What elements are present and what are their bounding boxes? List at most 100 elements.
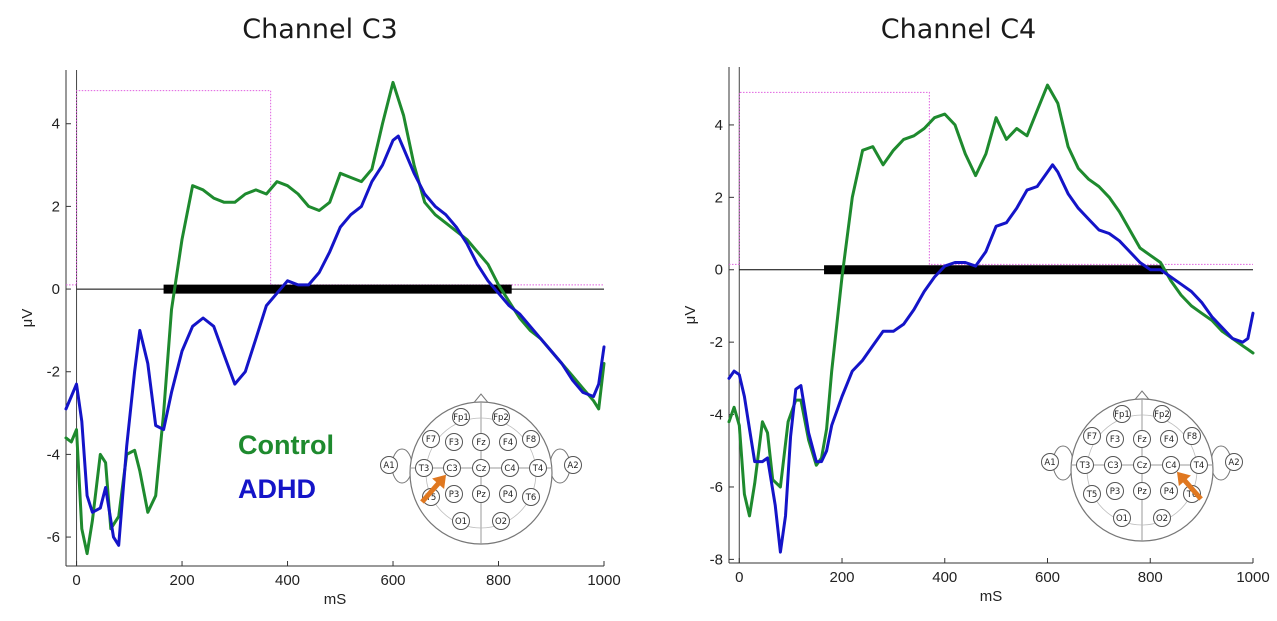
electrode-label: F4 [503, 438, 513, 448]
highlight-arrow-head [432, 474, 447, 490]
electrode-fp2 [1153, 405, 1171, 423]
electrode-p4 [1160, 482, 1178, 500]
electrode-label: Cz [476, 464, 487, 474]
electrode-label: F3 [449, 438, 459, 448]
electrode-label: C4 [504, 464, 515, 474]
electrode-label: O1 [1116, 514, 1128, 524]
y-tick-label: -2 [710, 334, 723, 351]
electrode-c3 [443, 459, 461, 477]
electrode-label: T5 [1086, 490, 1098, 500]
y-tick-label: -4 [710, 407, 723, 424]
electrode-f7 [422, 430, 440, 448]
electrode-f8 [522, 430, 540, 448]
electrode-t6 [522, 488, 540, 506]
electrode-label: C3 [446, 464, 457, 474]
electrode-t3 [1076, 456, 1094, 474]
electrode-cz [1133, 456, 1151, 474]
electrode-label: F8 [526, 435, 536, 445]
electrode-label: Fz [1137, 435, 1147, 445]
electrode-label: Fp1 [1114, 410, 1130, 420]
x-tick-label: 200 [170, 572, 195, 589]
electrode-label: O1 [455, 517, 467, 527]
electrode-label: A1 [383, 461, 394, 471]
electrode-label: Fp1 [453, 413, 469, 423]
electrode-label: Cz [1137, 461, 1148, 471]
electrode-label: Fp2 [1154, 410, 1170, 420]
x-tick-label: 200 [830, 569, 855, 586]
electrode-fz [472, 433, 490, 451]
x-axis-label: mS [980, 588, 1003, 605]
x-axis-label: mS [324, 591, 347, 608]
electrode-head-diagram: Fp1 Fp2 F7 F3 Fz F4 F8 A1 T3 C3 Cz C4 T4 A2 T5 P3 Pz P4 T6… [1041, 390, 1243, 542]
electrode-f3 [1106, 430, 1124, 448]
electrode-p4 [499, 485, 517, 503]
electrode-o1 [1113, 509, 1131, 527]
electrode-label: P4 [1164, 487, 1175, 497]
electrode-label: T6 [1186, 490, 1198, 500]
electrode-p3 [445, 485, 463, 503]
chart-panel-c4: Channel C4 0 200 400 600 800 1000 -8 -6 -4 -2 0 2 4 m… [640, 0, 1277, 621]
electrode-label: A2 [1228, 458, 1239, 468]
x-tick-label: 800 [486, 572, 511, 589]
electrode-label: Fp2 [493, 413, 509, 423]
electrode-c4 [1162, 456, 1180, 474]
electrode-label: Fz [476, 438, 486, 448]
electrode-o1 [452, 512, 470, 530]
y-tick-label: 2 [52, 198, 60, 215]
electrode-t4 [1190, 456, 1208, 474]
chart-title: Channel C4 [880, 14, 1037, 45]
y-tick-label: 4 [715, 117, 723, 134]
chart-plot-c4: 0 200 400 600 800 1000 -8 -6 -4 -2 0 2 4 mS μV Fp1 Fp2 F7… [682, 67, 1270, 605]
electrode-p3 [1106, 482, 1124, 500]
electrode-c3 [1104, 456, 1122, 474]
electrode-label: T4 [532, 464, 544, 474]
electrode-label: T4 [1193, 461, 1205, 471]
electrode-t3 [415, 459, 433, 477]
electrode-fp2 [492, 408, 510, 426]
electrode-label: A2 [567, 461, 578, 471]
electrode-label: P3 [449, 490, 460, 500]
electrode-label: O2 [1156, 514, 1168, 524]
electrode-f3 [445, 433, 463, 451]
electrode-label: T6 [525, 493, 537, 503]
y-tick-label: -6 [47, 529, 60, 546]
electrode-label: F8 [1187, 432, 1197, 442]
electrode-label: F7 [426, 435, 436, 445]
legend-entry-adhd: ADHD [238, 474, 316, 504]
x-tick-label: 400 [275, 572, 300, 589]
electrode-head-diagram: Fp1 Fp2 F7 F3 Fz F4 F8 A1 T3 C3 Cz C4 T4 A2 T5 P3 Pz P4 T6… [380, 393, 582, 545]
electrode-fp1 [452, 408, 470, 426]
electrode-cz [472, 459, 490, 477]
electrode-o2 [1153, 509, 1171, 527]
electrode-t4 [529, 459, 547, 477]
electrode-pz [1133, 482, 1151, 500]
chart-plot-c3: 0 200 400 600 800 1000 -6 -4 -2 0 2 4 mS μV Control ADH… [19, 70, 621, 608]
electrode-label: A1 [1044, 458, 1055, 468]
x-tick-label: 0 [735, 569, 743, 586]
electrode-label: F3 [1110, 435, 1120, 445]
electrode-a2 [1225, 453, 1243, 471]
electrode-label: T3 [418, 464, 430, 474]
electrode-f7 [1083, 427, 1101, 445]
y-tick-label: -2 [47, 364, 60, 381]
series-line-control [727, 83, 1255, 518]
electrode-f4 [1160, 430, 1178, 448]
electrode-label: O2 [495, 517, 507, 527]
y-tick-label: -4 [47, 446, 60, 463]
chart-panel-c3: Channel C3 0 200 400 600 800 1000 -6 -4 -2 0 2 4 mS μ… [19, 14, 621, 608]
electrode-label: T3 [1079, 461, 1091, 471]
x-tick-label: 0 [72, 572, 80, 589]
electrode-c4 [501, 459, 519, 477]
electrode-fp1 [1113, 405, 1131, 423]
electrode-a1 [380, 456, 398, 474]
legend-entry-control: Control [238, 430, 334, 460]
electrode-a1 [1041, 453, 1059, 471]
x-tick-label: 600 [381, 572, 406, 589]
y-axis-label: μV [19, 309, 36, 328]
electrode-label: P4 [503, 490, 514, 500]
electrode-t5 [1083, 485, 1101, 503]
x-tick-label: 400 [932, 569, 957, 586]
electrode-label: T5 [425, 493, 437, 503]
series-line-adhd [64, 134, 606, 547]
x-tick-label: 1000 [1236, 569, 1269, 586]
